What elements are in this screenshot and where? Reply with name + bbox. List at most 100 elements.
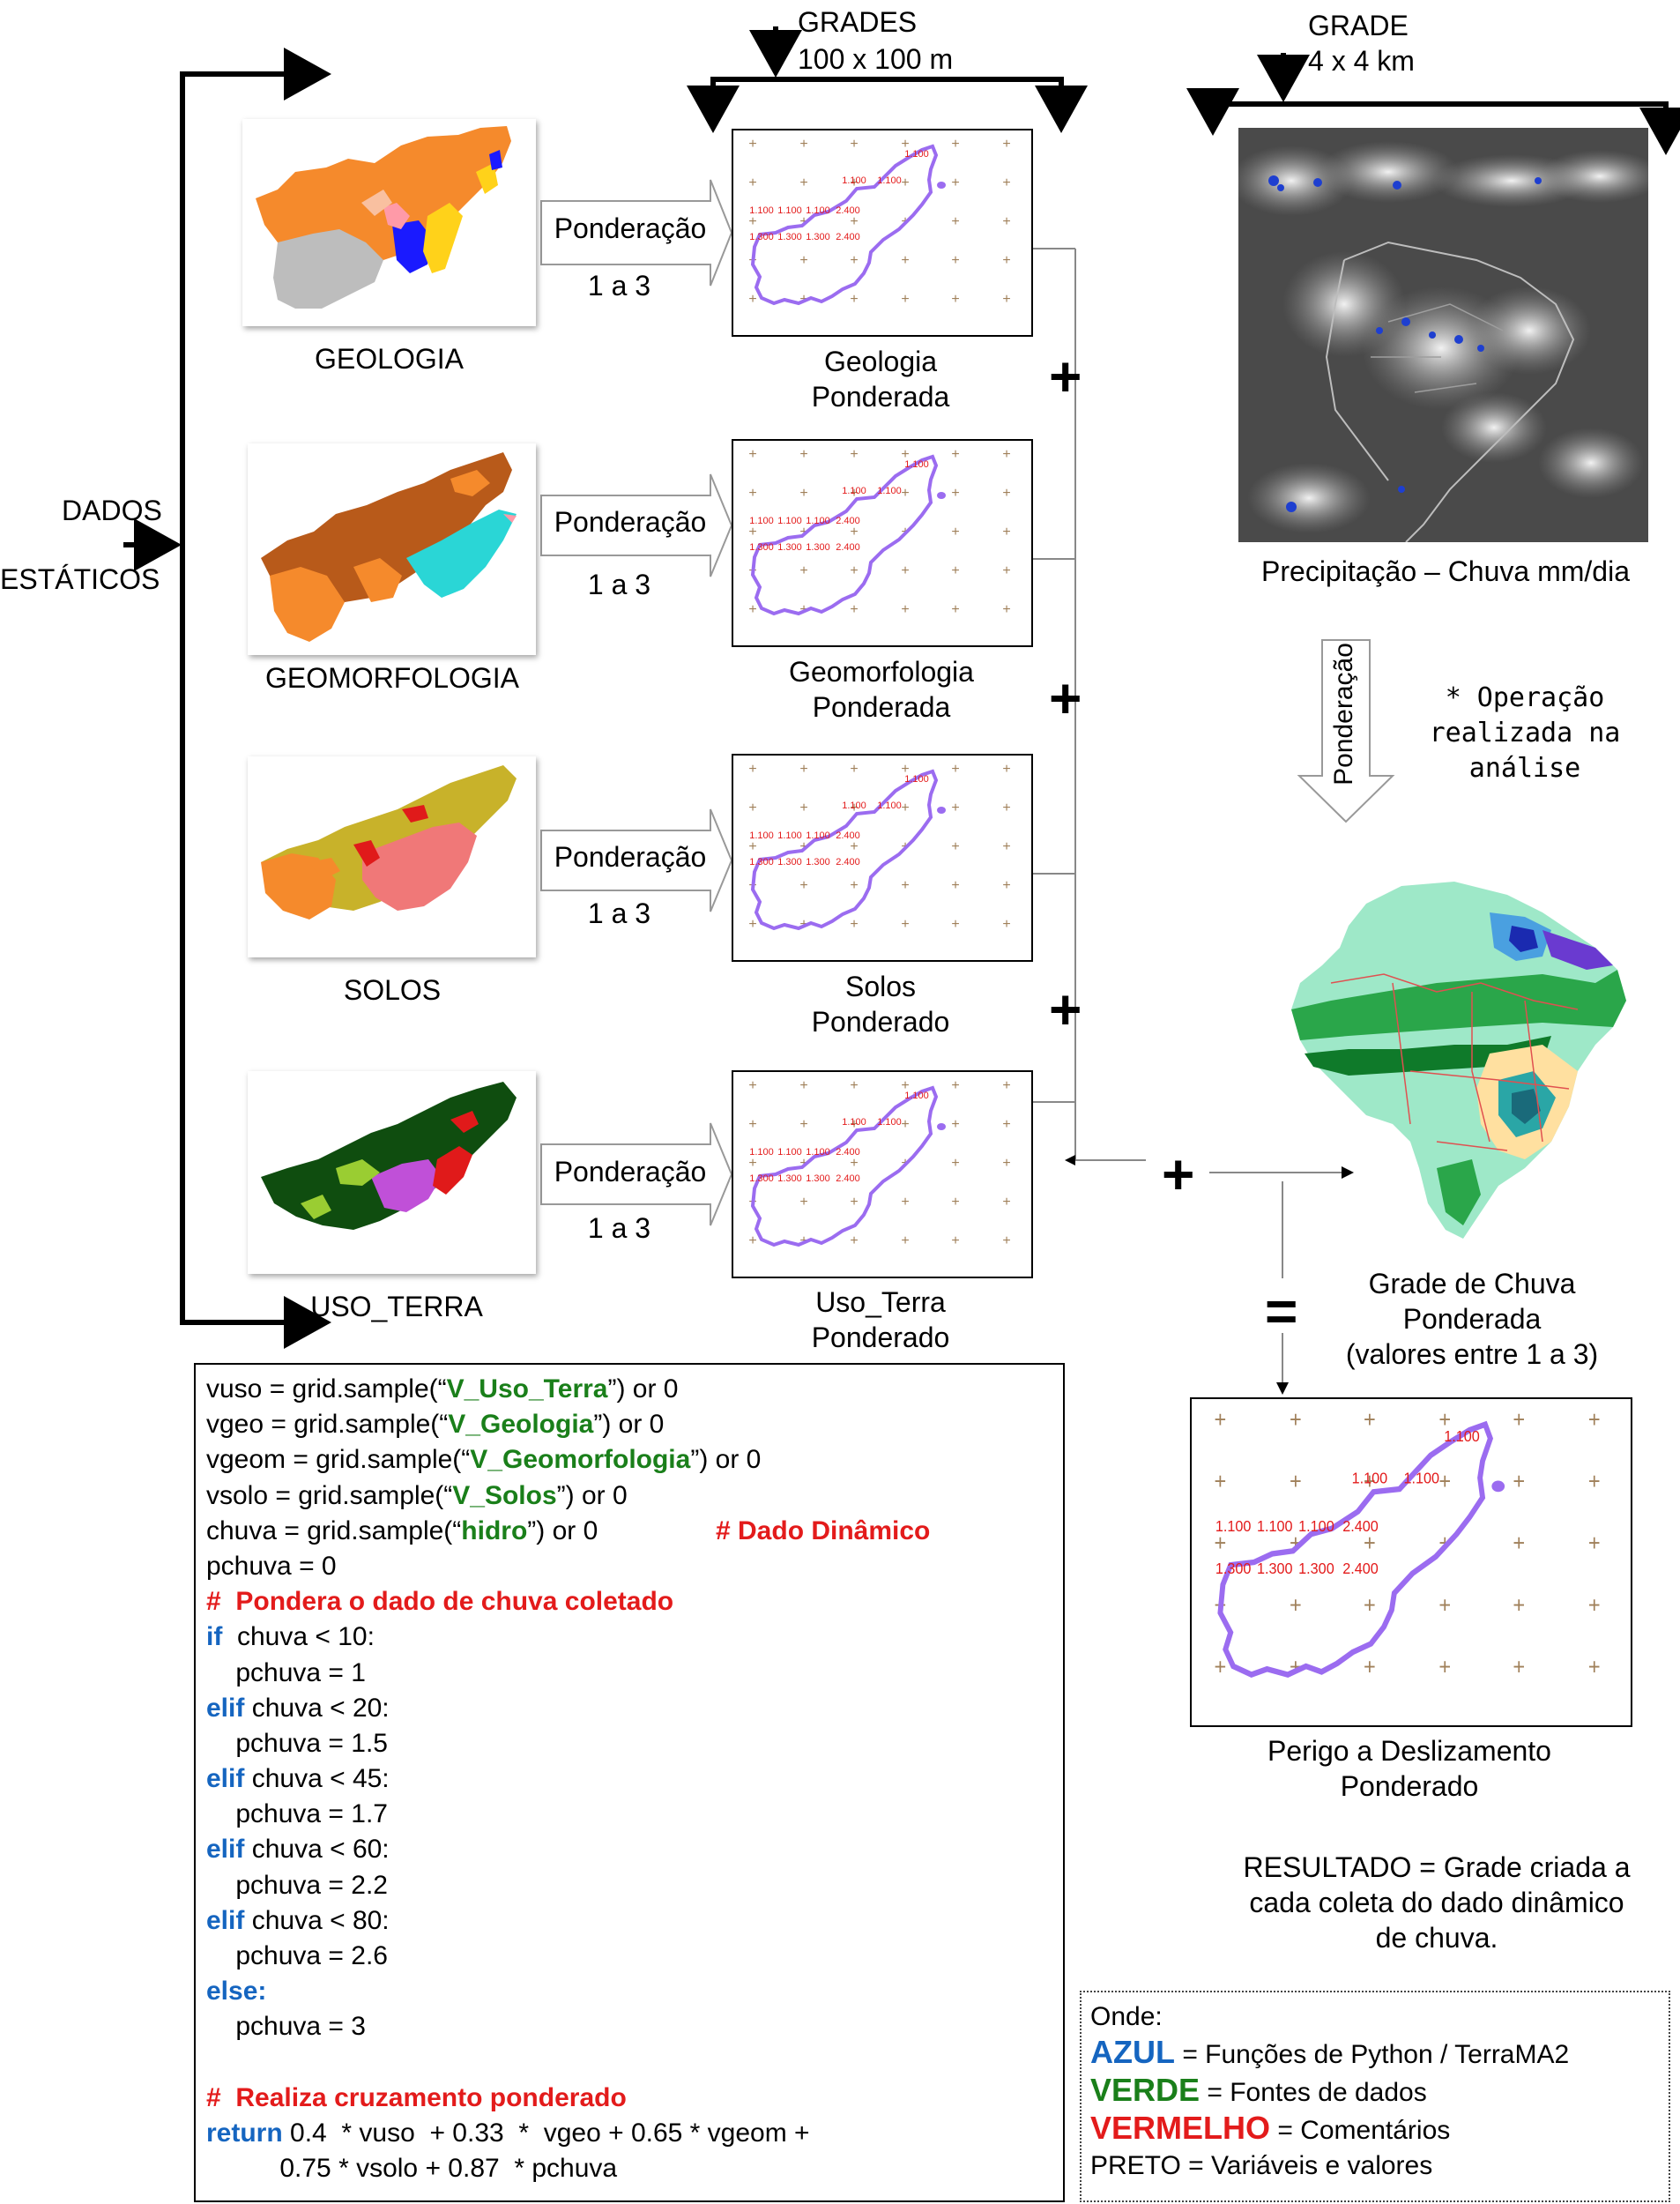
grid-value-row4: 1.300 — [777, 1173, 802, 1184]
code-line-p1: pchuva = 1 — [206, 1657, 366, 1687]
grid-value-row3: 2.400 — [836, 205, 860, 216]
grid-plus-marker: + — [1002, 137, 1010, 152]
grid-plus-marker: + — [1002, 917, 1010, 932]
grid-value-row3: 2.400 — [836, 516, 860, 526]
code-line-vsolo: vsolo = grid.sample(“V_Solos”) or 0 — [206, 1480, 628, 1510]
grid-plus-marker: + — [850, 917, 858, 932]
geomorfologia-label: GEOMORFOLOGIA — [264, 662, 520, 694]
grid-plus-marker: + — [951, 447, 959, 462]
grid-plus-marker: + — [1002, 563, 1010, 578]
code-line-elif60: elif chuva < 60: — [206, 1835, 390, 1865]
code-line-chuva: chuva = grid.sample(“hidro”) or 0 # Dado … — [206, 1515, 931, 1545]
grid-plus-marker: + — [901, 602, 909, 617]
grid-plus-marker: + — [951, 762, 959, 777]
uso-terra-weighted-label: Uso_Terra Ponderado — [811, 1286, 950, 1353]
grid-value-mid: 1.100 — [877, 1117, 902, 1128]
grid-plus-marker: + — [799, 525, 807, 540]
grid-plus-marker: + — [748, 292, 756, 307]
grid-value-row3: 1.100 — [749, 1147, 774, 1158]
code-line-vgeom: vgeom = grid.sample(“V_Geomorfologia”) o… — [206, 1445, 762, 1475]
grid-value-row4: 1.300 — [749, 1173, 774, 1184]
perigo-label: Perigo a Deslizamento Ponderado — [1267, 1735, 1551, 1802]
grid-value-mid: 1.100 — [877, 800, 902, 811]
grid-value-row3: 1.100 — [1257, 1517, 1293, 1535]
grid-plus-marker: + — [748, 917, 756, 932]
code-line-elif45: elif chuva < 45: — [206, 1764, 390, 1794]
plus-sign-4: + — [1162, 1143, 1195, 1206]
estaticos-label: ESTÁTICOS — [0, 563, 160, 595]
grid-plus-marker: + — [951, 1078, 959, 1093]
grid-plus-marker: + — [1002, 525, 1010, 540]
grid-value-row4: 1.300 — [806, 857, 830, 867]
grid-plus-marker: + — [901, 1117, 909, 1132]
grid-value-row3: 1.100 — [749, 516, 774, 526]
grid-value-row3: 1.100 — [777, 516, 802, 526]
grid-plus-marker: + — [850, 800, 858, 815]
grid-plus-marker: + — [901, 917, 909, 932]
grid-value-row3: 2.400 — [836, 1147, 860, 1158]
code-line-elif80: elif chuva < 80: — [206, 1905, 390, 1935]
grid-plus-marker: + — [850, 878, 858, 893]
grid-plus-marker: + — [951, 839, 959, 854]
grid-plus-marker: + — [1002, 1156, 1010, 1171]
grade-bracket — [1186, 53, 1680, 155]
geomorfologia-map — [248, 443, 536, 655]
brazil-rain-map — [1278, 877, 1631, 1247]
grid-plus-marker: + — [850, 1078, 858, 1093]
grid-plus-marker: + — [1002, 1078, 1010, 1093]
left-bracket — [123, 48, 331, 1349]
island-mark — [937, 1123, 946, 1130]
grid-plus-marker: + — [1002, 800, 1010, 815]
solos-weighted-label: Solos Ponderado — [811, 971, 950, 1038]
legend-red: VERMELHO = Comentários — [1090, 2110, 1451, 2146]
grid-plus-marker: + — [850, 214, 858, 229]
grid-plus-marker: + — [1002, 1233, 1010, 1248]
grid-plus-marker: + — [951, 1117, 959, 1132]
grid-plus-marker: + — [901, 1078, 909, 1093]
grid-value-row3: 1.100 — [806, 516, 830, 526]
grid-plus-marker: + — [1364, 1531, 1376, 1556]
grid-plus-marker: + — [850, 447, 858, 462]
grid-plus-marker: + — [1513, 1656, 1525, 1680]
grid-value-row4: 1.300 — [1257, 1560, 1293, 1577]
code-line-pchuva-init: pchuva = 0 — [206, 1551, 337, 1581]
grid-plus-marker: + — [901, 563, 909, 578]
grid-plus-marker: + — [1364, 1594, 1376, 1619]
grid-value-row4: 2.400 — [836, 1173, 860, 1184]
plus-sign-3: + — [1049, 978, 1082, 1041]
grid-plus-marker: + — [748, 762, 756, 777]
grid-plus-marker: + — [799, 137, 807, 152]
grid-plus-marker: + — [901, 800, 909, 815]
code-line-if: if chuva < 10: — [206, 1622, 375, 1652]
grid-value-row3: 1.100 — [806, 830, 830, 841]
grid-plus-marker: + — [1588, 1470, 1601, 1494]
grades-title: GRADES — [798, 6, 918, 38]
grid-value-top: 1.100 — [904, 149, 929, 160]
grid-plus-marker: + — [799, 214, 807, 229]
region-outline — [750, 1085, 939, 1247]
grid-plus-marker: + — [850, 762, 858, 777]
grid-plus-marker: + — [748, 1078, 756, 1093]
grid-plus-marker: + — [1215, 1656, 1227, 1680]
row3-range-label: 1 a 3 — [587, 897, 651, 929]
solos-weighted-grid: + + + + + + + + + + + + + + + + + + + + + + + + + + + + + +1.100 1.100… — [732, 754, 1033, 962]
grid-value-row4: 1.300 — [749, 232, 774, 242]
grid-value-row4: 2.400 — [836, 542, 860, 553]
grid-plus-marker: + — [850, 563, 858, 578]
code-line-vuso: vuso = grid.sample(“V_Uso_Terra”) or 0 — [206, 1374, 679, 1404]
grid-plus-marker: + — [1215, 1408, 1227, 1433]
grid-plus-marker: + — [748, 1117, 756, 1132]
grid-plus-marker: + — [799, 253, 807, 268]
grid-value-row4: 1.300 — [749, 857, 774, 867]
grid-plus-marker: + — [901, 292, 909, 307]
grid-plus-marker: + — [951, 214, 959, 229]
grid-plus-marker: + — [850, 253, 858, 268]
row1-ponderacao-label: Ponderação — [554, 212, 707, 244]
grid-plus-marker: + — [748, 447, 756, 462]
row2-range-label: 1 a 3 — [587, 569, 651, 600]
grid-value-row4: 1.300 — [777, 542, 802, 553]
code-line-elif20: elif chuva < 20: — [206, 1693, 390, 1723]
grid-value-mid: 1.100 — [842, 175, 866, 186]
grid-plus-marker: + — [1002, 253, 1010, 268]
